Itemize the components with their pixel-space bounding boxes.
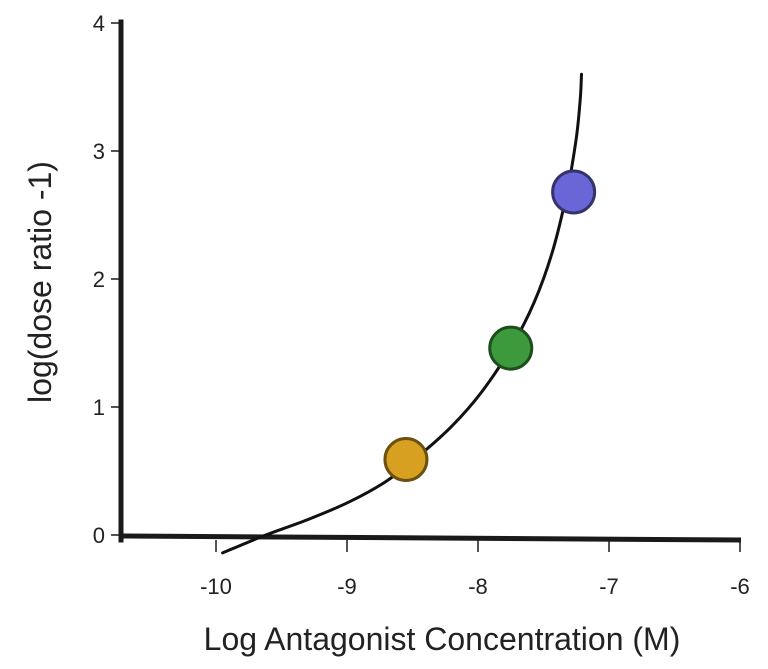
y-tick-label: 1 (93, 395, 105, 420)
x-axis-label: Log Antagonist Concentration (M) (204, 621, 681, 657)
data-point (488, 325, 534, 371)
y-tick-label: 4 (93, 11, 105, 36)
fit-curve-group (221, 72, 583, 555)
y-tick-label: 3 (93, 139, 105, 164)
x-axis-line (120, 533, 742, 543)
x-tick-label: -10 (200, 574, 232, 599)
data-point (551, 169, 597, 215)
y-tick-label: 2 (93, 267, 105, 292)
x-tick-label: -9 (337, 574, 357, 599)
y-axis-label: log(dose ratio -1) (22, 161, 58, 403)
y-tick-label: 0 (93, 523, 105, 548)
x-tick-label: -8 (468, 574, 488, 599)
ticks: 0 1 2 3 4 -10 -9 -8 -7 -6 (93, 11, 750, 599)
x-tick-label: -6 (730, 574, 750, 599)
fit-curve-line (221, 72, 583, 555)
data-points (383, 169, 597, 482)
data-point (383, 436, 429, 482)
x-tick-label: -7 (599, 574, 619, 599)
axes (118, 19, 742, 543)
